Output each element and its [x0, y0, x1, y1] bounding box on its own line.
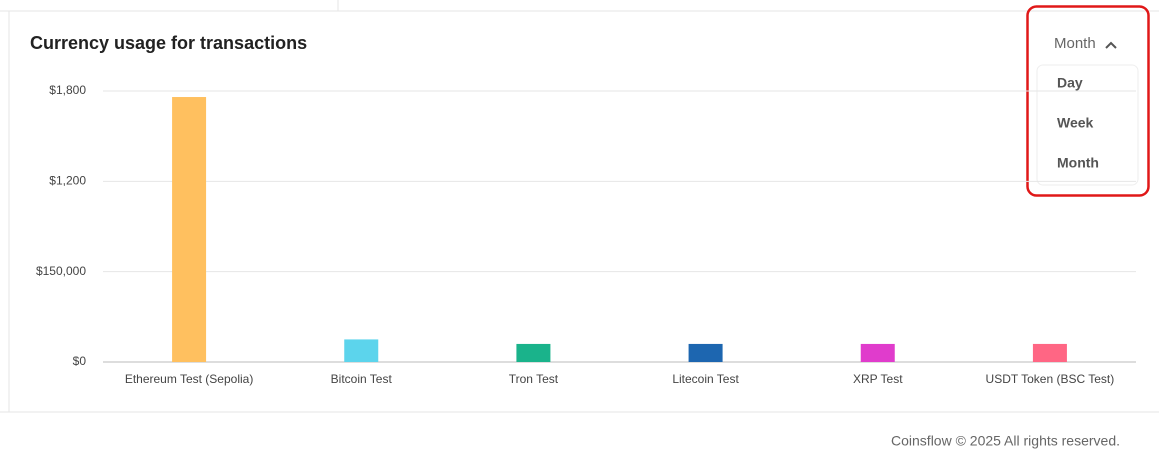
bar — [516, 343, 551, 362]
dropdown-option[interactable]: Week — [1057, 115, 1094, 131]
bar — [344, 339, 379, 362]
x-tick-label: Bitcoin Test — [331, 372, 393, 386]
bar — [860, 343, 895, 362]
x-tick-label: Litecoin Test — [672, 372, 739, 386]
x-tick-label: XRP Test — [853, 372, 903, 386]
chevron-up[interactable] — [1105, 41, 1117, 49]
x-tick-label: Tron Test — [509, 372, 559, 386]
x-tick-label: USDT Token (BSC Test) — [986, 372, 1115, 386]
y-tick-label: $150,000 — [36, 264, 86, 278]
bar — [1032, 343, 1067, 362]
dropdown-menu — [1036, 64, 1139, 186]
x-tick-label: Ethereum Test (Sepolia) — [125, 372, 254, 386]
footer: Coinsflow © 2025 All rights reserved. — [891, 433, 1120, 449]
y-tick-label: $1,800 — [49, 83, 86, 97]
bar — [688, 343, 723, 362]
y-tick-label: $0 — [73, 354, 87, 368]
bar — [172, 97, 207, 363]
chart-title: Currency usage for transactions — [30, 33, 307, 53]
dropdown-option[interactable]: Month — [1057, 155, 1099, 171]
y-tick-label: $1,200 — [49, 174, 86, 188]
dropdown-option[interactable]: Day — [1057, 75, 1083, 91]
highlight-box — [1026, 5, 1150, 197]
plot: $0 $150,000 $1,200 $1,800 Ethereum Test (Sep… — [36, 83, 1136, 386]
dropdown-selected[interactable]: Month — [1054, 35, 1096, 52]
